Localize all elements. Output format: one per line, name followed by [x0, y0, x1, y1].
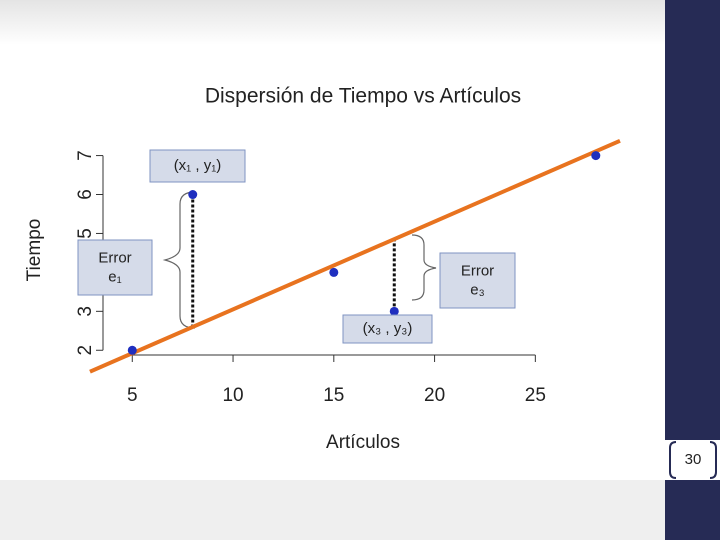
y-tick-label: 6 [75, 189, 96, 200]
brace-e1 [162, 191, 196, 329]
annotation-box [342, 314, 433, 344]
annotation-box [439, 252, 516, 309]
page-number: 30 [685, 451, 702, 468]
brace-e3 [411, 234, 437, 301]
chart-title: Dispersión de Tiempo vs Artículos [205, 85, 521, 108]
annotation: (x₁ , y₁) [174, 157, 222, 174]
fit-line [89, 138, 621, 374]
top-band [0, 0, 665, 45]
point [329, 267, 339, 277]
point [591, 151, 601, 161]
page-number-box [665, 440, 720, 480]
annotation: Error e₁ [98, 249, 131, 285]
page-brackets [669, 441, 717, 479]
y-tick-label: 5 [75, 228, 96, 239]
point [389, 306, 399, 316]
x-tick-label: 25 [525, 385, 546, 406]
annotation-box [149, 149, 246, 183]
x-tick-label: 5 [127, 385, 138, 406]
y-tick-label: 7 [75, 150, 96, 161]
y-tick-label: 2 [75, 345, 96, 356]
point [188, 190, 198, 200]
x-tick-label: 15 [323, 385, 344, 406]
x-tick-label: 10 [222, 385, 243, 406]
point [127, 345, 137, 355]
x-axis-label: Artículos [326, 432, 400, 453]
annotation: (x₃ , y₃) [363, 320, 413, 337]
bottom-band [0, 480, 665, 540]
x-tick-label: 20 [424, 385, 445, 406]
y-tick-label: 3 [75, 306, 96, 317]
annotation: Error e₃ [461, 262, 494, 298]
y-axis-label: Tiempo [24, 219, 45, 282]
annotation-box [77, 239, 153, 296]
